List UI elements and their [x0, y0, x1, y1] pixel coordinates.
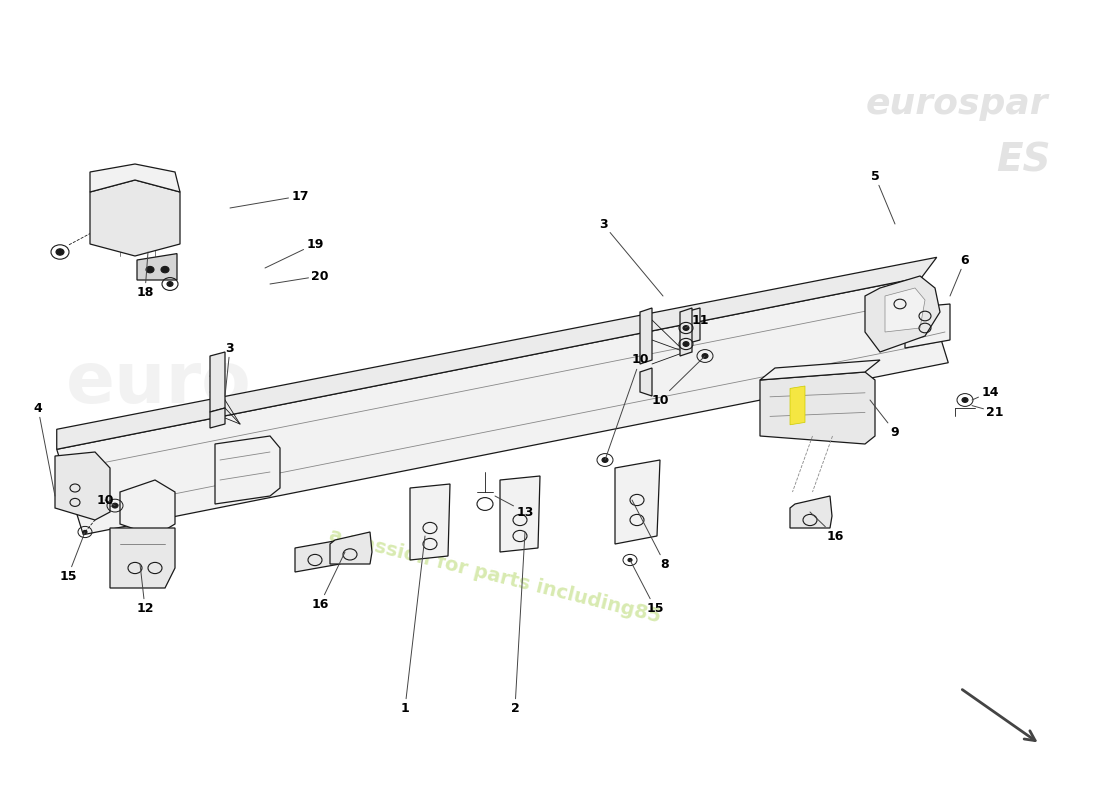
Polygon shape [330, 532, 372, 564]
Text: 20: 20 [270, 270, 329, 284]
Text: 16: 16 [810, 512, 844, 542]
Text: 12: 12 [136, 564, 154, 614]
Text: 8: 8 [632, 500, 669, 570]
Text: 2: 2 [510, 532, 525, 714]
Polygon shape [500, 476, 540, 552]
Text: 13: 13 [495, 496, 534, 518]
Text: 15: 15 [59, 532, 85, 582]
Polygon shape [905, 304, 950, 348]
Circle shape [962, 398, 968, 402]
Circle shape [167, 282, 173, 286]
Text: 11: 11 [685, 314, 708, 328]
Polygon shape [120, 480, 175, 536]
Text: 19: 19 [265, 238, 323, 268]
Text: 3: 3 [226, 342, 234, 396]
Text: 17: 17 [230, 190, 309, 208]
Polygon shape [210, 408, 225, 428]
Text: 18: 18 [136, 252, 154, 298]
Circle shape [702, 354, 708, 358]
Circle shape [56, 249, 64, 255]
Polygon shape [57, 278, 948, 534]
Polygon shape [615, 460, 660, 544]
Polygon shape [685, 308, 700, 344]
Circle shape [161, 266, 169, 273]
Polygon shape [55, 452, 110, 520]
Polygon shape [886, 288, 925, 332]
Text: 15: 15 [630, 560, 663, 614]
Polygon shape [760, 360, 880, 380]
Polygon shape [110, 528, 175, 588]
Text: 4: 4 [34, 402, 55, 496]
Polygon shape [640, 368, 652, 396]
Text: 10: 10 [651, 356, 705, 406]
Polygon shape [214, 436, 280, 504]
Text: 6: 6 [950, 254, 969, 296]
Text: a passion for parts including85: a passion for parts including85 [327, 526, 663, 626]
Circle shape [683, 342, 689, 346]
Polygon shape [760, 372, 874, 444]
Polygon shape [90, 180, 180, 256]
Polygon shape [210, 352, 225, 412]
Text: 3: 3 [598, 218, 663, 296]
Text: 14: 14 [972, 386, 999, 400]
Polygon shape [90, 164, 180, 192]
Text: 10: 10 [97, 494, 116, 506]
Polygon shape [410, 484, 450, 560]
Polygon shape [138, 254, 177, 280]
Polygon shape [790, 386, 805, 425]
Circle shape [146, 266, 154, 273]
Polygon shape [790, 496, 832, 528]
Circle shape [82, 530, 87, 534]
Text: ES: ES [996, 141, 1050, 179]
Text: 1: 1 [400, 536, 425, 714]
Text: 16: 16 [311, 552, 345, 610]
Text: euro: euro [66, 350, 252, 418]
Circle shape [628, 558, 632, 562]
Circle shape [112, 503, 118, 508]
Polygon shape [57, 258, 937, 450]
Polygon shape [680, 308, 692, 356]
Text: 9: 9 [870, 400, 900, 438]
Text: 21: 21 [972, 406, 1003, 418]
Text: 5: 5 [870, 170, 895, 224]
Polygon shape [865, 276, 940, 352]
Polygon shape [295, 540, 340, 572]
Text: eurospar: eurospar [866, 87, 1048, 121]
Circle shape [683, 326, 689, 330]
Circle shape [602, 458, 608, 462]
Polygon shape [640, 308, 652, 364]
Text: 10: 10 [605, 354, 649, 460]
